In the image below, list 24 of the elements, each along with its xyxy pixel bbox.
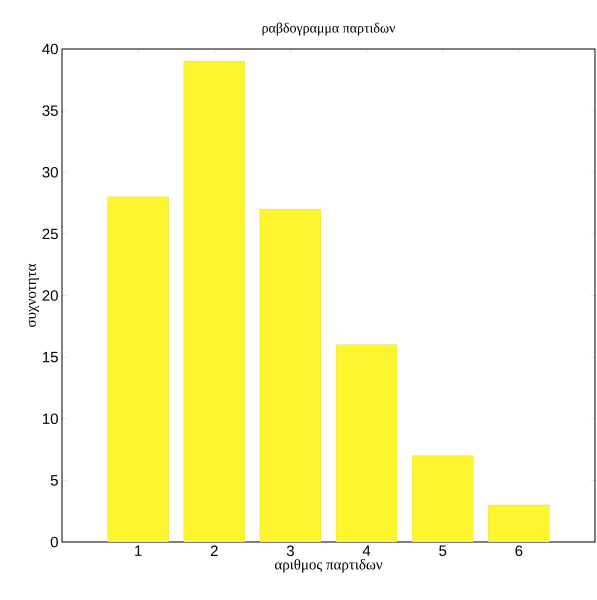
- bar: [260, 209, 321, 542]
- y-tick-label: 35: [42, 105, 58, 116]
- y-tick-label: 20: [42, 290, 58, 301]
- x-tick-label: 5: [439, 546, 446, 556]
- y-tick-label: 40: [42, 44, 58, 54]
- chart-title: ραβδογραμμα παρτιδων: [262, 22, 396, 36]
- y-tick-label: 10: [43, 413, 58, 424]
- y-tick-label: 5: [50, 475, 58, 486]
- x-tick-label: 3: [286, 546, 294, 556]
- y-tick-label: 30: [42, 166, 58, 178]
- y-axis-title: συχνοτητα: [28, 264, 40, 327]
- bar: [412, 456, 474, 542]
- x-tick-label: 6: [515, 546, 522, 556]
- bar: [336, 344, 398, 542]
- x-tick-label: 1: [135, 546, 142, 556]
- y-tick-label: 25: [42, 228, 58, 240]
- bar: [488, 504, 550, 542]
- x-tick-label: 2: [210, 546, 218, 556]
- y-tick-label: 15: [43, 352, 58, 362]
- x-axis-title: αριθμος παρτιδων: [275, 558, 382, 573]
- bar: [184, 61, 245, 542]
- bar: [108, 196, 169, 542]
- y-tick-label: 0: [50, 536, 58, 548]
- x-tick-label: 4: [362, 546, 370, 556]
